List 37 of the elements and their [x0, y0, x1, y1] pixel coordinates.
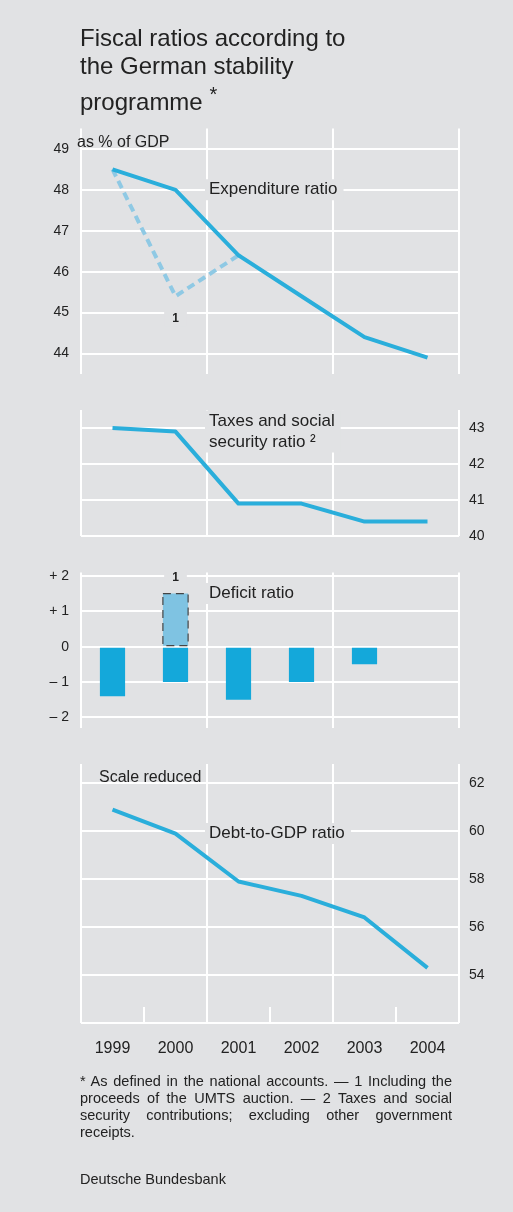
y-tick-label: – 1 [49, 672, 70, 689]
y-tick-label: 48 [53, 180, 70, 197]
y2-tick-label: 42 [469, 454, 485, 471]
y-axis-title: Scale reduced [99, 768, 202, 786]
y-tick-label: 47 [53, 221, 70, 238]
y2-tick-label: 40 [469, 526, 485, 543]
x-tick-label: 2004 [409, 1039, 446, 1057]
text: Deficit ratio [209, 583, 295, 603]
x-tick-label: 2003 [346, 1039, 383, 1057]
y-tick-label: 44 [53, 344, 70, 361]
x-tick-label: 2002 [283, 1039, 320, 1057]
text: * As defined in the national accounts. — 1 Including the proceeds of the UMTS auction. — 2 Taxes and social security contributions; excluding other government receipts. [80, 1073, 452, 1141]
y-tick-label: 45 [53, 303, 70, 320]
annotation: 1 [172, 569, 180, 584]
y2-tick-label: 60 [469, 822, 485, 839]
y2-tick-label: 43 [469, 418, 485, 435]
y2-tick-label: 56 [469, 917, 485, 934]
y-tick-label: + 1 [49, 602, 70, 619]
y-axis-title: as % of GDP [77, 132, 170, 150]
y-tick-label: + 2 [49, 566, 70, 583]
y2-tick-label: 41 [469, 490, 485, 507]
annotation: 1 [172, 310, 180, 325]
y-tick-label: 49 [53, 139, 70, 156]
series-label: Expenditure ratio [209, 179, 338, 199]
y2-tick-label: 62 [469, 774, 485, 791]
y-tick-label: 46 [53, 262, 70, 279]
series-label: Taxes and social security ratio ² [209, 410, 335, 451]
y2-tick-label: 58 [469, 869, 485, 886]
y-tick-label: 0 [61, 637, 70, 654]
text: Deutsche Bundesbank [80, 1171, 227, 1188]
y2-tick-label: 54 [469, 965, 485, 982]
x-tick-label: 2001 [220, 1039, 257, 1057]
series-label: Debt-to-GDP ratio [209, 823, 345, 843]
x-tick-label: 1999 [94, 1039, 131, 1057]
x-tick-label: 2000 [157, 1039, 194, 1057]
chart-title: Fiscal ratios according to the German stability programme $^{*}$ [80, 24, 347, 115]
y-tick-label: – 2 [49, 708, 70, 725]
